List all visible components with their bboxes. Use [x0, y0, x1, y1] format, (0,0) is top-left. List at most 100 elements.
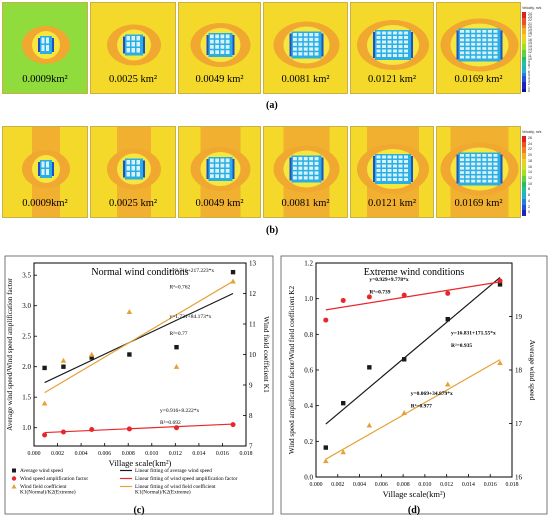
y2-tick-label: 17 [515, 420, 523, 428]
legend-tick: 15 [528, 40, 532, 45]
legend-label: Linear fitting of average wind speed [135, 467, 212, 474]
legend-tick: 10 [528, 181, 532, 186]
data-point [42, 365, 47, 371]
legend-tick: 17 [528, 34, 532, 39]
x-tick-label: 0.000 [309, 482, 322, 488]
x-tick-label: 0.012 [169, 451, 182, 457]
chart-caption: (d) [408, 505, 420, 515]
legend-tick: 22 [528, 18, 532, 23]
x-tick-label: 0.018 [239, 451, 252, 457]
contour-panel: 0.0169 km² [436, 126, 521, 218]
legend-tick: 11 [528, 53, 532, 58]
data-point [41, 400, 48, 406]
legend-swatch [522, 85, 526, 89]
legend-label: Linear fitting of wind field coefficient [135, 483, 216, 490]
fit-line [44, 292, 234, 384]
data-point [367, 365, 372, 370]
legend-swatch [522, 15, 526, 19]
data-point [88, 351, 95, 357]
data-point [366, 422, 373, 428]
y2-tick-label: 10 [249, 351, 257, 359]
fit-equation: y=0.929+9.778*x [369, 277, 409, 283]
legend-swatch [522, 193, 526, 199]
chart-caption: (c) [133, 505, 144, 515]
panel-scale-label: 0.0081 km² [281, 198, 330, 209]
caption-a: (a) [266, 100, 278, 111]
legend-tick: 24 [528, 141, 532, 146]
x-tick-label: 0.016 [216, 451, 229, 457]
legend-tick: 8 [528, 63, 530, 68]
panel-scale-label: 0.0169 km² [454, 198, 503, 209]
legend-marker [12, 468, 16, 473]
fit-equation: R²=0.77 [169, 331, 187, 337]
data-point [401, 292, 407, 298]
legend-tick: 23 [528, 15, 532, 20]
panel-scale-label: 0.0025 km² [108, 74, 158, 85]
y2-tick-label: 9 [249, 382, 253, 390]
y-tick-label: 0.8 [304, 331, 313, 339]
y-tick-label: 3.0 [22, 302, 31, 310]
velocity-field [351, 3, 433, 93]
y-tick-label: 0.6 [304, 367, 313, 375]
legend-tick: 5 [528, 72, 530, 77]
panel-scale-label: 0.0049 km² [195, 198, 244, 209]
legend-swatch [522, 53, 526, 57]
y2-tick-label: 19 [515, 313, 523, 321]
legend-swatch [522, 31, 526, 35]
legend-tick: 4 [528, 76, 530, 80]
legend-label: Average wind speed [20, 468, 63, 474]
legend-swatch [522, 79, 526, 83]
legend-tick: 3 [528, 79, 530, 84]
legend-swatch [522, 44, 526, 48]
contour-panel: 0.0121 km² [350, 2, 434, 94]
x-tick-label: 0.008 [397, 482, 410, 488]
legend-label: K1(Normal)/K2(Extreme) [135, 489, 191, 496]
legend-swatch [522, 50, 526, 54]
data-point [401, 410, 407, 415]
fit-equation: y=16.831+171.55*x [451, 330, 496, 336]
legend-label: Wind field coefficient [20, 483, 67, 490]
fit-line [44, 423, 234, 434]
legend-tick: 4 [528, 198, 530, 203]
x-tick-label: 0.002 [51, 451, 64, 457]
y-tick-label: 0.2 [304, 438, 313, 446]
legend-tick: 14 [528, 44, 532, 48]
legend-tick: 16 [528, 164, 532, 169]
panel-scale-label: 0.0081 km² [281, 74, 330, 85]
y2-axis-label: Average wind speed [528, 340, 537, 401]
contour-panel: 0.0009km² [2, 2, 88, 94]
data-point [174, 425, 180, 431]
y2-tick-label: 13 [249, 260, 257, 268]
velocity-field [264, 127, 347, 217]
chart-title: Normal wind conditions [91, 267, 188, 278]
contour-panel: 0.0169 km² [436, 2, 521, 94]
y2-tick-label: 7 [249, 443, 253, 451]
fit-line [44, 280, 234, 394]
data-point [89, 355, 94, 360]
legend-tick: 9 [528, 60, 530, 64]
fit-equation: R²=0.935 [451, 343, 472, 349]
legend-tick: 8 [528, 187, 530, 192]
chart-title: Extreme wind conditions [364, 267, 465, 278]
data-point [42, 432, 48, 438]
velocity-field [3, 127, 87, 217]
velocity-field [351, 127, 433, 217]
contour-panel: 0.0081 km² [263, 2, 348, 94]
legend-tick: 0 [528, 210, 530, 215]
legend-tick: 14 [528, 170, 532, 175]
legend-tick: 18 [528, 31, 532, 36]
legend-swatch [522, 63, 526, 67]
panel-scale-label: 0.0009km² [22, 74, 68, 85]
legend-swatch [522, 12, 526, 16]
x-tick-label: 0.010 [418, 482, 431, 488]
y-tick-label: 0.0 [304, 474, 313, 482]
data-point [173, 363, 180, 369]
contour-panel: 0.0049 km² [178, 126, 261, 218]
data-point [323, 317, 329, 323]
legend-swatch [522, 21, 526, 25]
chart-extreme-wind: Extreme wind conditions 0.000 0.002 0.004 0.… [280, 255, 548, 515]
legend-label: Wind speed amplification factor [20, 475, 88, 482]
legend-swatch [522, 176, 526, 182]
legend-tick: 18 [528, 158, 532, 163]
